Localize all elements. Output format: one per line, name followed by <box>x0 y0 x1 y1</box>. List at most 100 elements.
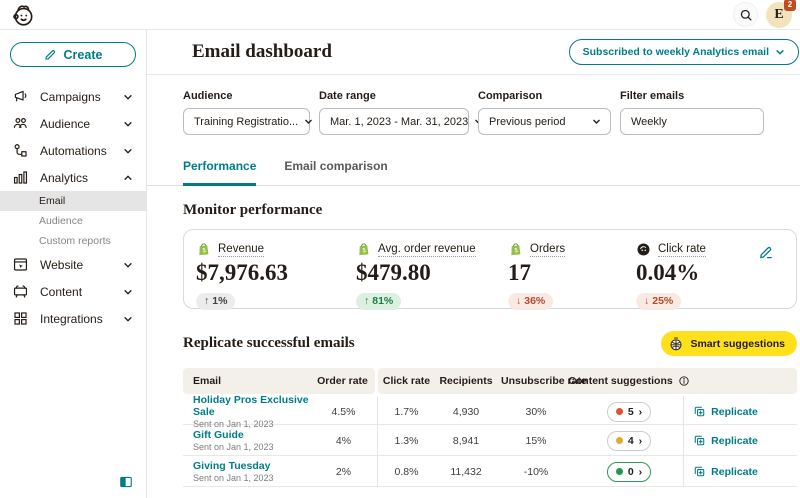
avatar[interactable]: E 2 <box>766 0 796 28</box>
chevron-down-icon <box>123 287 133 297</box>
megaphone-icon <box>12 88 29 105</box>
page-header: Email dashboard Subscribed to weekly Ana… <box>147 30 800 75</box>
comparison-select[interactable]: Previous period <box>478 108 611 135</box>
metric-orders: Orders 17 ↓ 36% <box>508 242 636 310</box>
smart-suggestions-button[interactable]: Smart suggestions <box>661 331 797 356</box>
comparison-filter-label: Comparison <box>478 90 543 102</box>
search-icon <box>739 8 753 22</box>
change-badge: ↑ 81% <box>356 292 402 310</box>
arrow-up-icon: ↑ <box>204 295 210 307</box>
edit-metrics-button[interactable] <box>758 244 774 260</box>
replicate-button[interactable]: Replicate <box>693 405 758 418</box>
content-suggestions-pill[interactable]: 0 › <box>606 461 652 482</box>
copy-icon <box>693 434 706 447</box>
subscribed-weekly-button[interactable]: Subscribed to weekly Analytics email <box>568 39 799 65</box>
automations-icon <box>12 142 29 159</box>
arrow-down-icon: ↓ <box>516 295 522 307</box>
filter-emails-label: Filter emails <box>620 90 685 102</box>
email-link[interactable]: Giving Tuesday <box>193 460 271 472</box>
search-button[interactable] <box>733 2 758 27</box>
copy-icon <box>693 405 706 418</box>
arrow-down-icon: ↓ <box>644 295 650 307</box>
filter-emails-input[interactable]: Weekly <box>620 108 764 135</box>
info-icon[interactable] <box>678 375 690 387</box>
replicate-button[interactable]: Replicate <box>693 465 758 478</box>
sent-date: Sent on Jan 1, 2023 <box>193 473 274 483</box>
chevron-down-icon <box>775 47 785 57</box>
email-link[interactable]: Holiday Pros Exclusive Sale <box>193 394 309 418</box>
chevron-down-icon <box>123 260 133 270</box>
table-row: Gift Guide Sent on Jan 1, 2023 4% 1.3% 8… <box>183 425 797 456</box>
replicate-button[interactable]: Replicate <box>693 434 758 447</box>
col-click-rate: Click rate <box>382 375 431 387</box>
col-recipients: Recipients <box>439 375 493 387</box>
monitor-performance-heading: Monitor performance <box>183 202 323 218</box>
chevron-down-icon <box>304 117 313 126</box>
replicate-heading: Replicate successful emails <box>183 335 355 351</box>
audience-select[interactable]: Training Registratio... <box>183 108 313 135</box>
chevron-right-icon: › <box>638 465 643 478</box>
arrow-up-icon: ↑ <box>364 295 370 307</box>
sidebar-item-analytics[interactable]: Analytics <box>0 164 146 191</box>
sidebar-item-audience[interactable]: Audience <box>0 110 146 137</box>
filter-bar: Audience Training Registratio... Date ra… <box>147 75 800 135</box>
collapse-sidebar-icon[interactable] <box>119 475 133 489</box>
mailchimp-freddie-icon <box>636 242 651 257</box>
browser-icon <box>12 256 29 273</box>
sidebar-item-campaigns[interactable]: Campaigns <box>0 83 146 110</box>
col-unsubscribe-rate: Unsubscribe rate <box>501 375 587 387</box>
table-row: Giving Tuesday Sent on Jan 1, 2023 2% 0.… <box>183 456 797 487</box>
change-badge: ↓ 36% <box>508 292 554 310</box>
chevron-up-icon <box>123 173 133 183</box>
page-title: Email dashboard <box>192 41 332 62</box>
change-badge: ↑ 1% <box>196 292 236 310</box>
topbar: E 2 <box>0 0 800 30</box>
table-header: Email Order rate Click rate Recipients U… <box>183 368 797 394</box>
sidebar-nav: Campaigns Audience <box>0 83 146 332</box>
sidebar-item-analytics-custom-reports[interactable]: Custom reports <box>39 235 111 247</box>
chevron-right-icon: › <box>638 405 643 418</box>
sidebar: Create Campaigns <box>0 30 147 498</box>
canvas-icon <box>12 283 29 300</box>
bar-chart-icon <box>12 169 29 186</box>
sidebar-item-automations[interactable]: Automations <box>0 137 146 164</box>
severity-dot-icon <box>615 408 623 415</box>
tab-performance[interactable]: Performance <box>183 159 257 186</box>
mailchimp-logo-icon[interactable] <box>10 2 36 28</box>
notification-badge: 2 <box>784 0 796 11</box>
sidebar-item-analytics-email[interactable]: Email <box>0 191 146 211</box>
metric-click-rate: Click rate 0.04% ↓ 25% <box>636 242 776 310</box>
shopify-bag-icon <box>508 242 523 257</box>
content-suggestions-pill[interactable]: 5 › <box>606 401 652 422</box>
col-email: Email <box>193 375 222 387</box>
pencil-icon <box>44 48 57 61</box>
grid-icon <box>12 310 29 327</box>
content-suggestions-pill[interactable]: 4 › <box>606 430 652 451</box>
sidebar-item-analytics-audience[interactable]: Audience <box>39 215 83 227</box>
email-link[interactable]: Gift Guide <box>193 429 244 441</box>
metric-revenue: Revenue $7,976.63 ↑ 1% <box>196 242 356 310</box>
chevron-down-icon <box>123 119 133 129</box>
sidebar-item-integrations[interactable]: Integrations <box>0 305 146 332</box>
people-icon <box>12 115 29 132</box>
emails-table: Email Order rate Click rate Recipients U… <box>183 368 797 487</box>
sent-date: Sent on Jan 1, 2023 <box>193 442 274 452</box>
date-range-filter-label: Date range <box>319 90 376 102</box>
sidebar-item-website[interactable]: Website <box>0 251 146 278</box>
date-range-select[interactable]: Mar. 1, 2023 - Mar. 31, 2023 <box>319 108 483 135</box>
tab-email-comparison[interactable]: Email comparison <box>284 159 388 173</box>
chevron-down-icon <box>123 146 133 156</box>
severity-dot-icon <box>615 437 623 444</box>
audience-filter-label: Audience <box>183 90 233 102</box>
tab-bar: Performance Email comparison <box>147 159 800 186</box>
chevron-right-icon: › <box>638 434 643 447</box>
shopify-bag-icon <box>196 242 211 257</box>
chevron-down-icon <box>592 117 601 126</box>
metric-avg-order-revenue: Avg. order revenue $479.80 ↑ 81% <box>356 242 508 310</box>
create-button[interactable]: Create <box>10 42 136 67</box>
sidebar-item-content[interactable]: Content <box>0 278 146 305</box>
col-order-rate: Order rate <box>317 375 368 387</box>
copy-icon <box>693 465 706 478</box>
sent-date: Sent on Jan 1, 2023 <box>193 419 274 429</box>
avatar-initial: E <box>774 6 784 22</box>
